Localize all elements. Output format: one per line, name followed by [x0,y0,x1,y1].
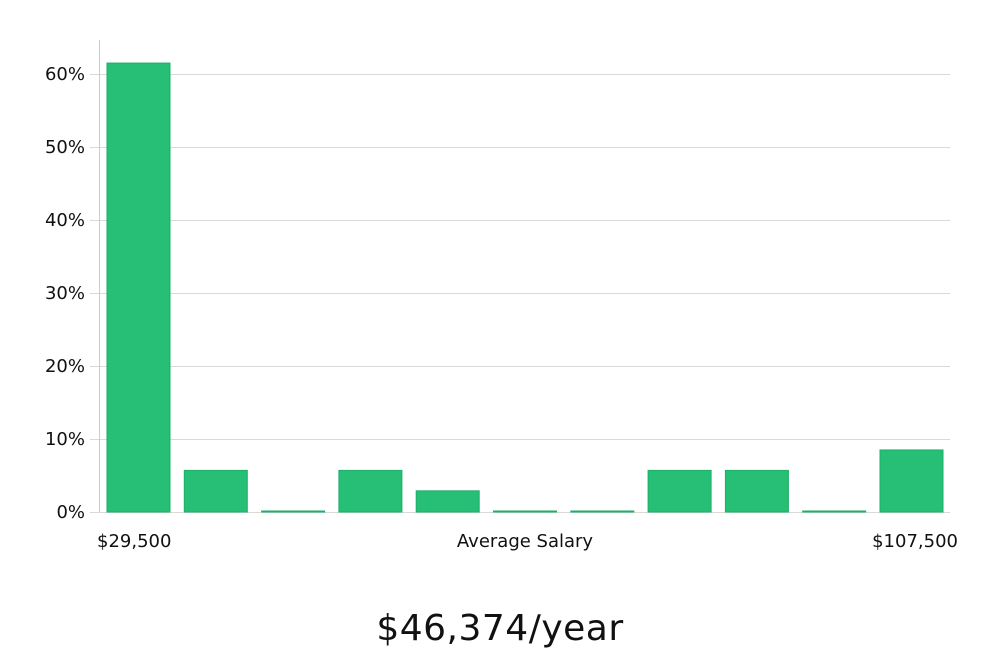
y-axis-ticks: 0% 10% 20% 30% 40% 50% 60% [45,64,85,523]
y-tick-label: 50% [45,137,85,158]
gridlines [90,74,950,513]
bar-3 [261,510,326,513]
bar-1 [106,62,171,513]
bar-9 [724,469,789,513]
y-tick-label: 10% [45,429,85,450]
bar-11 [879,449,944,513]
bar-10 [802,510,867,513]
x-axis-title: Average Salary [457,531,594,552]
bar-6 [493,510,557,513]
y-tick-label: 30% [45,283,85,304]
bar-7 [570,510,635,513]
bar-2 [183,469,248,513]
y-tick-label: 60% [45,64,85,85]
bar-8 [647,469,712,513]
bars [106,62,944,513]
y-tick-label: 0% [56,502,85,523]
average-salary-text: $46,374/year [376,608,624,649]
bar-4 [338,469,403,513]
x-min-label: $29,500 [97,531,171,552]
x-max-label: $107,500 [872,531,958,552]
y-tick-label: 20% [45,356,85,377]
y-tick-label: 40% [45,210,85,231]
salary-histogram: 0% 10% 20% 30% 40% 50% 60% $29,500 Average Sal… [45,40,958,552]
bar-5 [415,490,480,513]
